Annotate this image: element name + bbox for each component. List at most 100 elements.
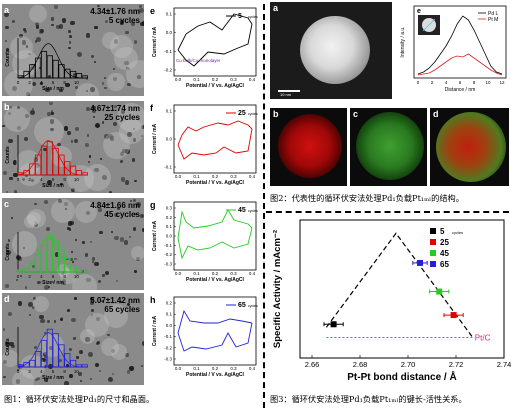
cv-curve-anodic [177, 13, 253, 51]
cv-x-label: Potential / V vs. Ag/AgCl [186, 372, 244, 378]
cv-y-tick: -0.1 [164, 334, 172, 339]
cv-x-tick: 0.4 [249, 271, 256, 276]
hist-x-label: Size / nm [42, 375, 64, 381]
profile-series-pt [417, 53, 503, 76]
data-point-25 [450, 312, 457, 319]
cv-frame [173, 7, 257, 77]
profile-x-tick: 8 [473, 80, 476, 85]
hist-bar [70, 70, 77, 79]
cycles-value: 5 cycles [108, 16, 140, 25]
cv-curve-cathodic [177, 227, 253, 260]
cv-y-tick: -0.1 [164, 49, 172, 54]
cv-y-tick: -0.2 [164, 68, 172, 73]
panel-letter-b: b [273, 109, 279, 119]
cv-legend-label: 65 [238, 302, 246, 309]
hist-x-tick: 4 [40, 80, 43, 85]
cv-x-tick: 0.3 [230, 174, 237, 179]
cv-y-tick: 0.3 [166, 206, 173, 211]
hist-x-label: Size / nm [42, 86, 64, 92]
cv-legend-label: 45 [238, 207, 246, 214]
cv-x-tick: 0.3 [230, 366, 237, 371]
cv-x-tick: 0.2 [212, 174, 219, 179]
cv-y-tick: 0.1 [166, 224, 173, 229]
legend-label: 65 [440, 260, 449, 269]
legend-label: 5 [440, 227, 445, 236]
cv-curve-anodic [177, 209, 253, 239]
cv-plots: e 0.10.0-0.1-0.20.0 0.1 0.2 0.3 0.4Potential … [150, 6, 258, 378]
hist-x-label: Size / nm [42, 280, 64, 286]
hist-bar [70, 165, 77, 176]
hist-x-tick: 2 [28, 177, 31, 182]
hist-x-tick: 4 [40, 369, 43, 374]
x-axis-label: Pt-Pt bond distance / Å [347, 370, 456, 383]
cv-y-tick: 0.0 [166, 137, 173, 142]
cv-x-tick: 0.3 [230, 77, 237, 82]
cv-panel-g: g 0.30.20.10.0-0.1-0.2-0.30.0 0.1 0.2 0.3 0.4… [150, 200, 258, 283]
cv-x-tick: 0.3 [230, 271, 237, 276]
figure-2-caption: 图2：代表性的循环伏安法处理Pd₁负载Pt₁ₘₗ的结构。 [270, 193, 464, 203]
hist-bar [23, 267, 30, 273]
hist-bar [40, 339, 48, 368]
reference-label: Pt/C [475, 334, 491, 343]
hist-bar [35, 351, 42, 368]
cv-x-tick: 0.1 [193, 366, 200, 371]
profile-x-label: Distance / nm [445, 87, 476, 93]
hist-x-tick: 8 [63, 274, 66, 279]
hist-bar [46, 236, 53, 273]
x-tick-label: 2.70 [401, 360, 416, 369]
hist-bar [52, 240, 59, 273]
legend-swatch-65 [430, 261, 436, 267]
panel-letter-a: a [4, 5, 10, 15]
eds-map-pt: c [350, 108, 427, 186]
hist-x-tick: 10 [74, 80, 80, 85]
legend-swatch-45 [430, 250, 436, 256]
cv-x-tick: 0.4 [249, 77, 256, 82]
cv-y-label: Current / mA [152, 315, 158, 346]
cv-x-tick: 0.1 [193, 174, 200, 179]
cv-annotation: Cu bulk/Cu monolayer [176, 58, 221, 63]
hist-bar [58, 344, 65, 368]
figure-1-caption: 图1：循环伏安法处理Pd₁的尺寸和晶面。 [4, 394, 155, 404]
cv-curve-anodic [177, 309, 253, 334]
scalebar-label: 10 nm [280, 92, 292, 97]
cv-x-tick: 0.0 [175, 174, 182, 179]
hist-bar [64, 68, 71, 79]
line-profile-plot: e Pd LPt M 0 2 4 6 8 10 12 Distance / nm Intensity… [400, 5, 507, 93]
cv-y-tick: 0.0 [166, 234, 173, 239]
tem-panel-b: b 4.67±1.74 nm 25 cycles 0 2 4 6 8 10 Size / nm Co… [2, 101, 144, 193]
cv-panel-h: h 0.20.10.0-0.1-0.2-0.30.0 0.1 0.2 0.3 0.4Pot… [150, 295, 258, 378]
hist-y-label: Counts [5, 49, 11, 66]
profile-x-tick: 4 [445, 80, 448, 85]
size-histogram: 0 2 4 6 8 10 Size / nm Counts [5, 327, 88, 381]
panel-letter-d: d [4, 294, 10, 304]
cv-x-tick: 0.2 [212, 271, 219, 276]
hist-x-tick: 2 [28, 369, 31, 374]
hist-x-tick: 2 [28, 80, 31, 85]
cv-x-tick: 0.4 [249, 174, 256, 179]
legend-swatch-25 [430, 239, 436, 245]
hist-bar [52, 333, 59, 368]
cv-legend-label: 5 [238, 13, 242, 20]
profile-x-tick: 0 [417, 80, 420, 85]
chart-frame [299, 219, 505, 359]
hist-x-tick: 0 [17, 274, 20, 279]
hist-bar [52, 59, 59, 79]
hist-bar [46, 328, 53, 368]
cv-x-tick: 0.2 [212, 77, 219, 82]
tem-panel-d: d 5.07±1.42 nm 65 cycles 0 2 4 6 8 10 Size / nm Co… [2, 293, 144, 385]
size-label: 5.07±1.42 nm 65 cycles [90, 296, 140, 314]
size-value: 5.07±1.42 nm [90, 296, 140, 305]
cycles-value: 25 cycles [104, 113, 140, 122]
hist-bar [58, 154, 65, 176]
figure-2: 10 nm a e Pd L Pt M 0 2 4 6 8 10 12 Distance / nm I… [268, 0, 511, 210]
figure-3-caption: 图3：循环伏安法处理Pd₁负载Pt₁ₘₗ的键长-活性关系。 [270, 394, 467, 404]
hist-x-tick: 10 [74, 274, 80, 279]
hist-bar [58, 249, 65, 273]
profile-inset-line [422, 18, 436, 32]
hist-bar [40, 244, 48, 273]
hist-bar [40, 145, 48, 176]
data-point-45 [436, 288, 443, 295]
cv-frame [173, 296, 257, 366]
hist-x-tick: 8 [63, 369, 66, 374]
